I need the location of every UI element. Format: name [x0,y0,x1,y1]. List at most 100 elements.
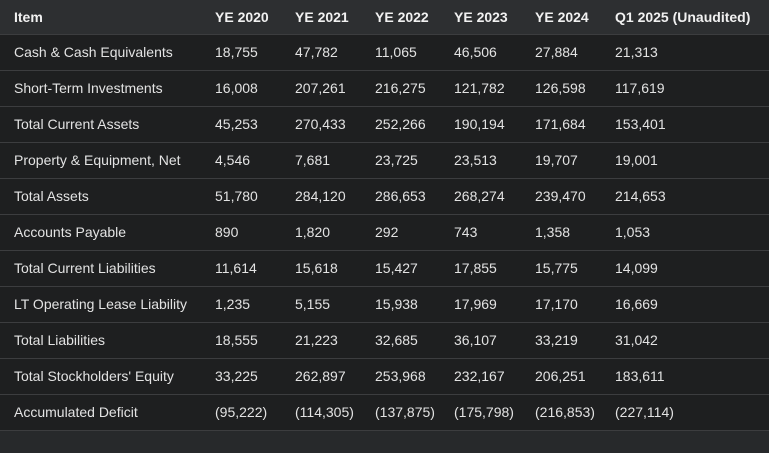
table-cell: (114,305) [295,404,354,421]
row-label: Total Assets [0,178,201,215]
table-cell: 232,167 [440,358,521,395]
table-body: Cash & Cash Equivalents 18,755 47,782 11… [0,34,769,430]
table-row: Short-Term Investments 16,008 207,261 21… [0,70,769,107]
table-cell: 216,275 [361,70,440,107]
table-header: Item YE 2020 YE 2021 YE 2022 YE 2023 YE … [0,0,769,35]
table-header-row: Item YE 2020 YE 2021 YE 2022 YE 2023 YE … [0,0,769,35]
table-cell: 32,685 [361,322,440,359]
table-footer-bar [0,430,769,453]
column-header-q1-2025: Q1 2025 (Unaudited) [601,0,769,35]
table-cell: 18,555 [201,322,281,359]
table-cell: (175,798) [454,404,514,421]
table-cell: (137,875) [375,404,435,421]
table-cell: 284,120 [281,178,361,215]
table-cell: 268,274 [440,178,521,215]
table-cell: 214,653 [601,178,769,215]
table-cell: 1,235 [201,286,281,323]
column-header-ye-2020: YE 2020 [201,0,281,35]
table-cell: 21,223 [281,322,361,359]
table-cell: 4,546 [201,142,281,179]
table-row: Total Current Liabilities 11,614 15,618 … [0,250,769,287]
table-cell: 45,253 [201,106,281,143]
table-row: Cash & Cash Equivalents 18,755 47,782 11… [0,34,769,71]
table-cell: 21,313 [601,34,769,71]
table-cell: 117,619 [601,70,769,107]
table-cell: 262,897 [281,358,361,395]
table-cell: 47,782 [281,34,361,71]
table-cell: 253,968 [361,358,440,395]
row-label: Total Current Assets [0,106,201,143]
column-header-ye-2022: YE 2022 [361,0,440,35]
table-cell: 183,611 [601,358,769,395]
table-cell: 36,107 [440,322,521,359]
table-cell: 207,261 [281,70,361,107]
table-row: Total Stockholders' Equity 33,225 262,89… [0,358,769,395]
table-cell: 1,358 [521,214,601,251]
row-label: Property & Equipment, Net [0,142,201,179]
table-cell: 11,614 [201,250,281,287]
column-header-item: Item [0,0,201,35]
table-cell: 286,653 [361,178,440,215]
table-cell: 153,401 [601,106,769,143]
table-cell: 46,506 [440,34,521,71]
table-cell: 31,042 [601,322,769,359]
table-cell: 17,969 [440,286,521,323]
table-cell: 14,099 [601,250,769,287]
table-cell: (216,853) [535,404,595,421]
column-header-ye-2024: YE 2024 [521,0,601,35]
row-label: LT Operating Lease Liability [0,286,201,323]
table-cell: 890 [201,214,281,251]
table-row: Property & Equipment, Net 4,546 7,681 23… [0,142,769,179]
table-cell: 27,884 [521,34,601,71]
row-label: Total Stockholders' Equity [0,358,201,395]
table-cell: 121,782 [440,70,521,107]
table-cell: 15,427 [361,250,440,287]
table-cell: 292 [361,214,440,251]
row-label: Accumulated Deficit [14,404,138,421]
table-cell: 126,598 [521,70,601,107]
table-cell: 33,225 [201,358,281,395]
table-cell: 16,008 [201,70,281,107]
table-row: Total Current Assets 45,253 270,433 252,… [0,106,769,143]
table-cell: 15,618 [281,250,361,287]
table-cell: 5,155 [281,286,361,323]
row-label: Cash & Cash Equivalents [0,34,201,71]
table-row: Total Assets 51,780 284,120 286,653 268,… [0,178,769,215]
table-cell: 190,194 [440,106,521,143]
table-cell: 15,938 [361,286,440,323]
table-cell: 33,219 [521,322,601,359]
table-cell: 23,725 [361,142,440,179]
table-row: Accumulated Deficit (95,222) (114,305) (… [0,394,769,430]
table-cell: 16,669 [601,286,769,323]
table-cell: 1,820 [281,214,361,251]
table-cell: 1,053 [601,214,769,251]
row-label: Short-Term Investments [0,70,201,107]
table-row: Accounts Payable 890 1,820 292 743 1,358… [0,214,769,251]
table-cell: 239,470 [521,178,601,215]
row-label: Total Current Liabilities [0,250,201,287]
table-row: Total Liabilities 18,555 21,223 32,685 3… [0,322,769,359]
column-header-ye-2021: YE 2021 [281,0,361,35]
table-cell: 11,065 [361,34,440,71]
table-cell: 19,707 [521,142,601,179]
table-cell: 270,433 [281,106,361,143]
table-cell: 7,681 [281,142,361,179]
table-cell: 17,855 [440,250,521,287]
table-cell: 743 [440,214,521,251]
balance-sheet-table: Item YE 2020 YE 2021 YE 2022 YE 2023 YE … [0,0,769,430]
table-row: LT Operating Lease Liability 1,235 5,155… [0,286,769,323]
table-cell: 51,780 [201,178,281,215]
table-cell: 206,251 [521,358,601,395]
table-cell: (95,222) [215,404,268,421]
row-label: Accounts Payable [0,214,201,251]
row-label: Total Liabilities [0,322,201,359]
table-cell: 18,755 [201,34,281,71]
table-cell: 17,170 [521,286,601,323]
table-cell: 252,266 [361,106,440,143]
table-cell: 171,684 [521,106,601,143]
table-cell: 15,775 [521,250,601,287]
column-header-ye-2023: YE 2023 [440,0,521,35]
table-cell: 19,001 [601,142,769,179]
table-cell: 23,513 [440,142,521,179]
